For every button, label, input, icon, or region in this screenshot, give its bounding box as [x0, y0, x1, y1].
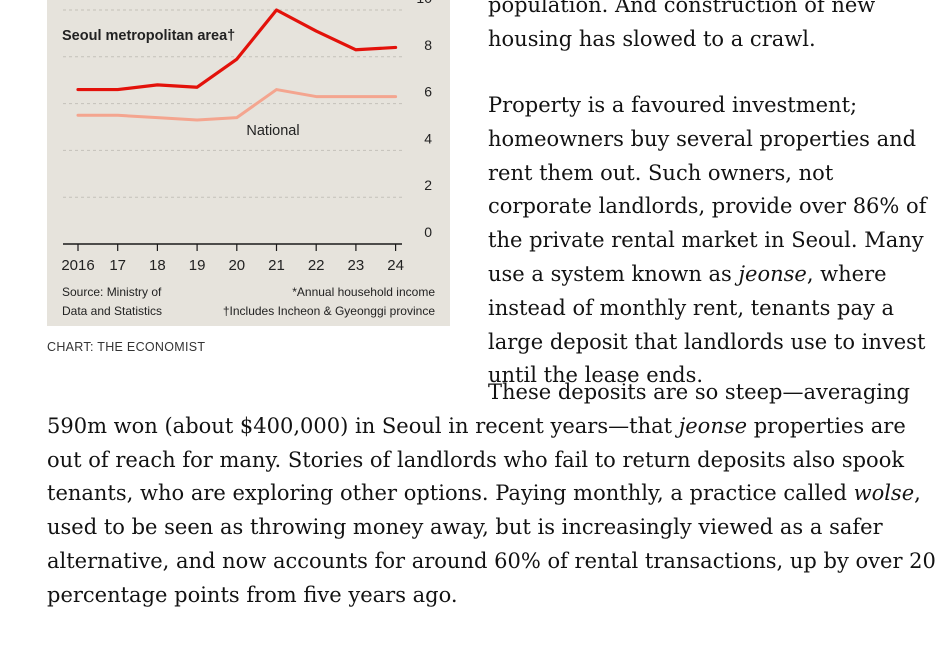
- chart-credit: CHART: THE ECONOMIST: [47, 340, 206, 354]
- article-paragraph-top: population. And construction of new hous…: [488, 0, 876, 51]
- article-paragraph-deposits: These deposits are so steep—averaging 59…: [47, 376, 942, 613]
- y-tick-label: 0: [424, 224, 432, 240]
- jeonse-term: jeonse: [738, 261, 807, 286]
- chart-source-line: Data and Statistics: [62, 304, 162, 318]
- x-tick-label: 21: [268, 257, 285, 274]
- x-tick-label: 2016: [61, 257, 94, 274]
- y-tick-label: 6: [424, 84, 432, 100]
- series-label-national: National: [246, 123, 299, 139]
- chart-panel: 024681020161718192021222324Seoul metropo…: [47, 0, 450, 326]
- x-tick-label: 24: [387, 257, 404, 274]
- chart-footnote: *Annual household income: [292, 285, 435, 299]
- series-line-seoul: [76, 8, 398, 92]
- x-tick-label: 22: [308, 257, 325, 274]
- text-span: , where instead of monthly rent, tenants…: [488, 261, 926, 388]
- line-chart: 024681020161718192021222324Seoul metropo…: [61, 0, 435, 318]
- x-tick-label: 18: [149, 257, 166, 274]
- chart-source-line: Source: Ministry of: [62, 285, 162, 299]
- text-span: These deposits are so steep—averaging 59…: [47, 380, 910, 438]
- article-paragraph-property: Property is a favoured investment; homeo…: [488, 89, 938, 393]
- y-tick-label: 10: [416, 0, 432, 6]
- jeonse-term: jeonse: [678, 413, 748, 438]
- x-tick-label: 23: [348, 257, 365, 274]
- y-tick-label: 2: [424, 177, 432, 193]
- wolse-term: wolse: [853, 481, 915, 506]
- text-span: , used to be seen as throwing money away…: [47, 481, 936, 607]
- series-label-seoul: Seoul metropolitan area†: [62, 28, 235, 44]
- text-span: Property is a favoured investment; homeo…: [488, 93, 927, 286]
- text-span: properties are out of reach for many. St…: [47, 413, 906, 506]
- x-tick-label: 17: [109, 257, 126, 274]
- y-tick-label: 8: [424, 37, 432, 53]
- series-line-national: [76, 88, 398, 122]
- chart-footnote: †Includes Incheon & Gyeonggi province: [223, 304, 435, 318]
- y-tick-label: 4: [424, 130, 432, 146]
- x-tick-label: 19: [189, 257, 206, 274]
- x-tick-label: 20: [228, 257, 245, 274]
